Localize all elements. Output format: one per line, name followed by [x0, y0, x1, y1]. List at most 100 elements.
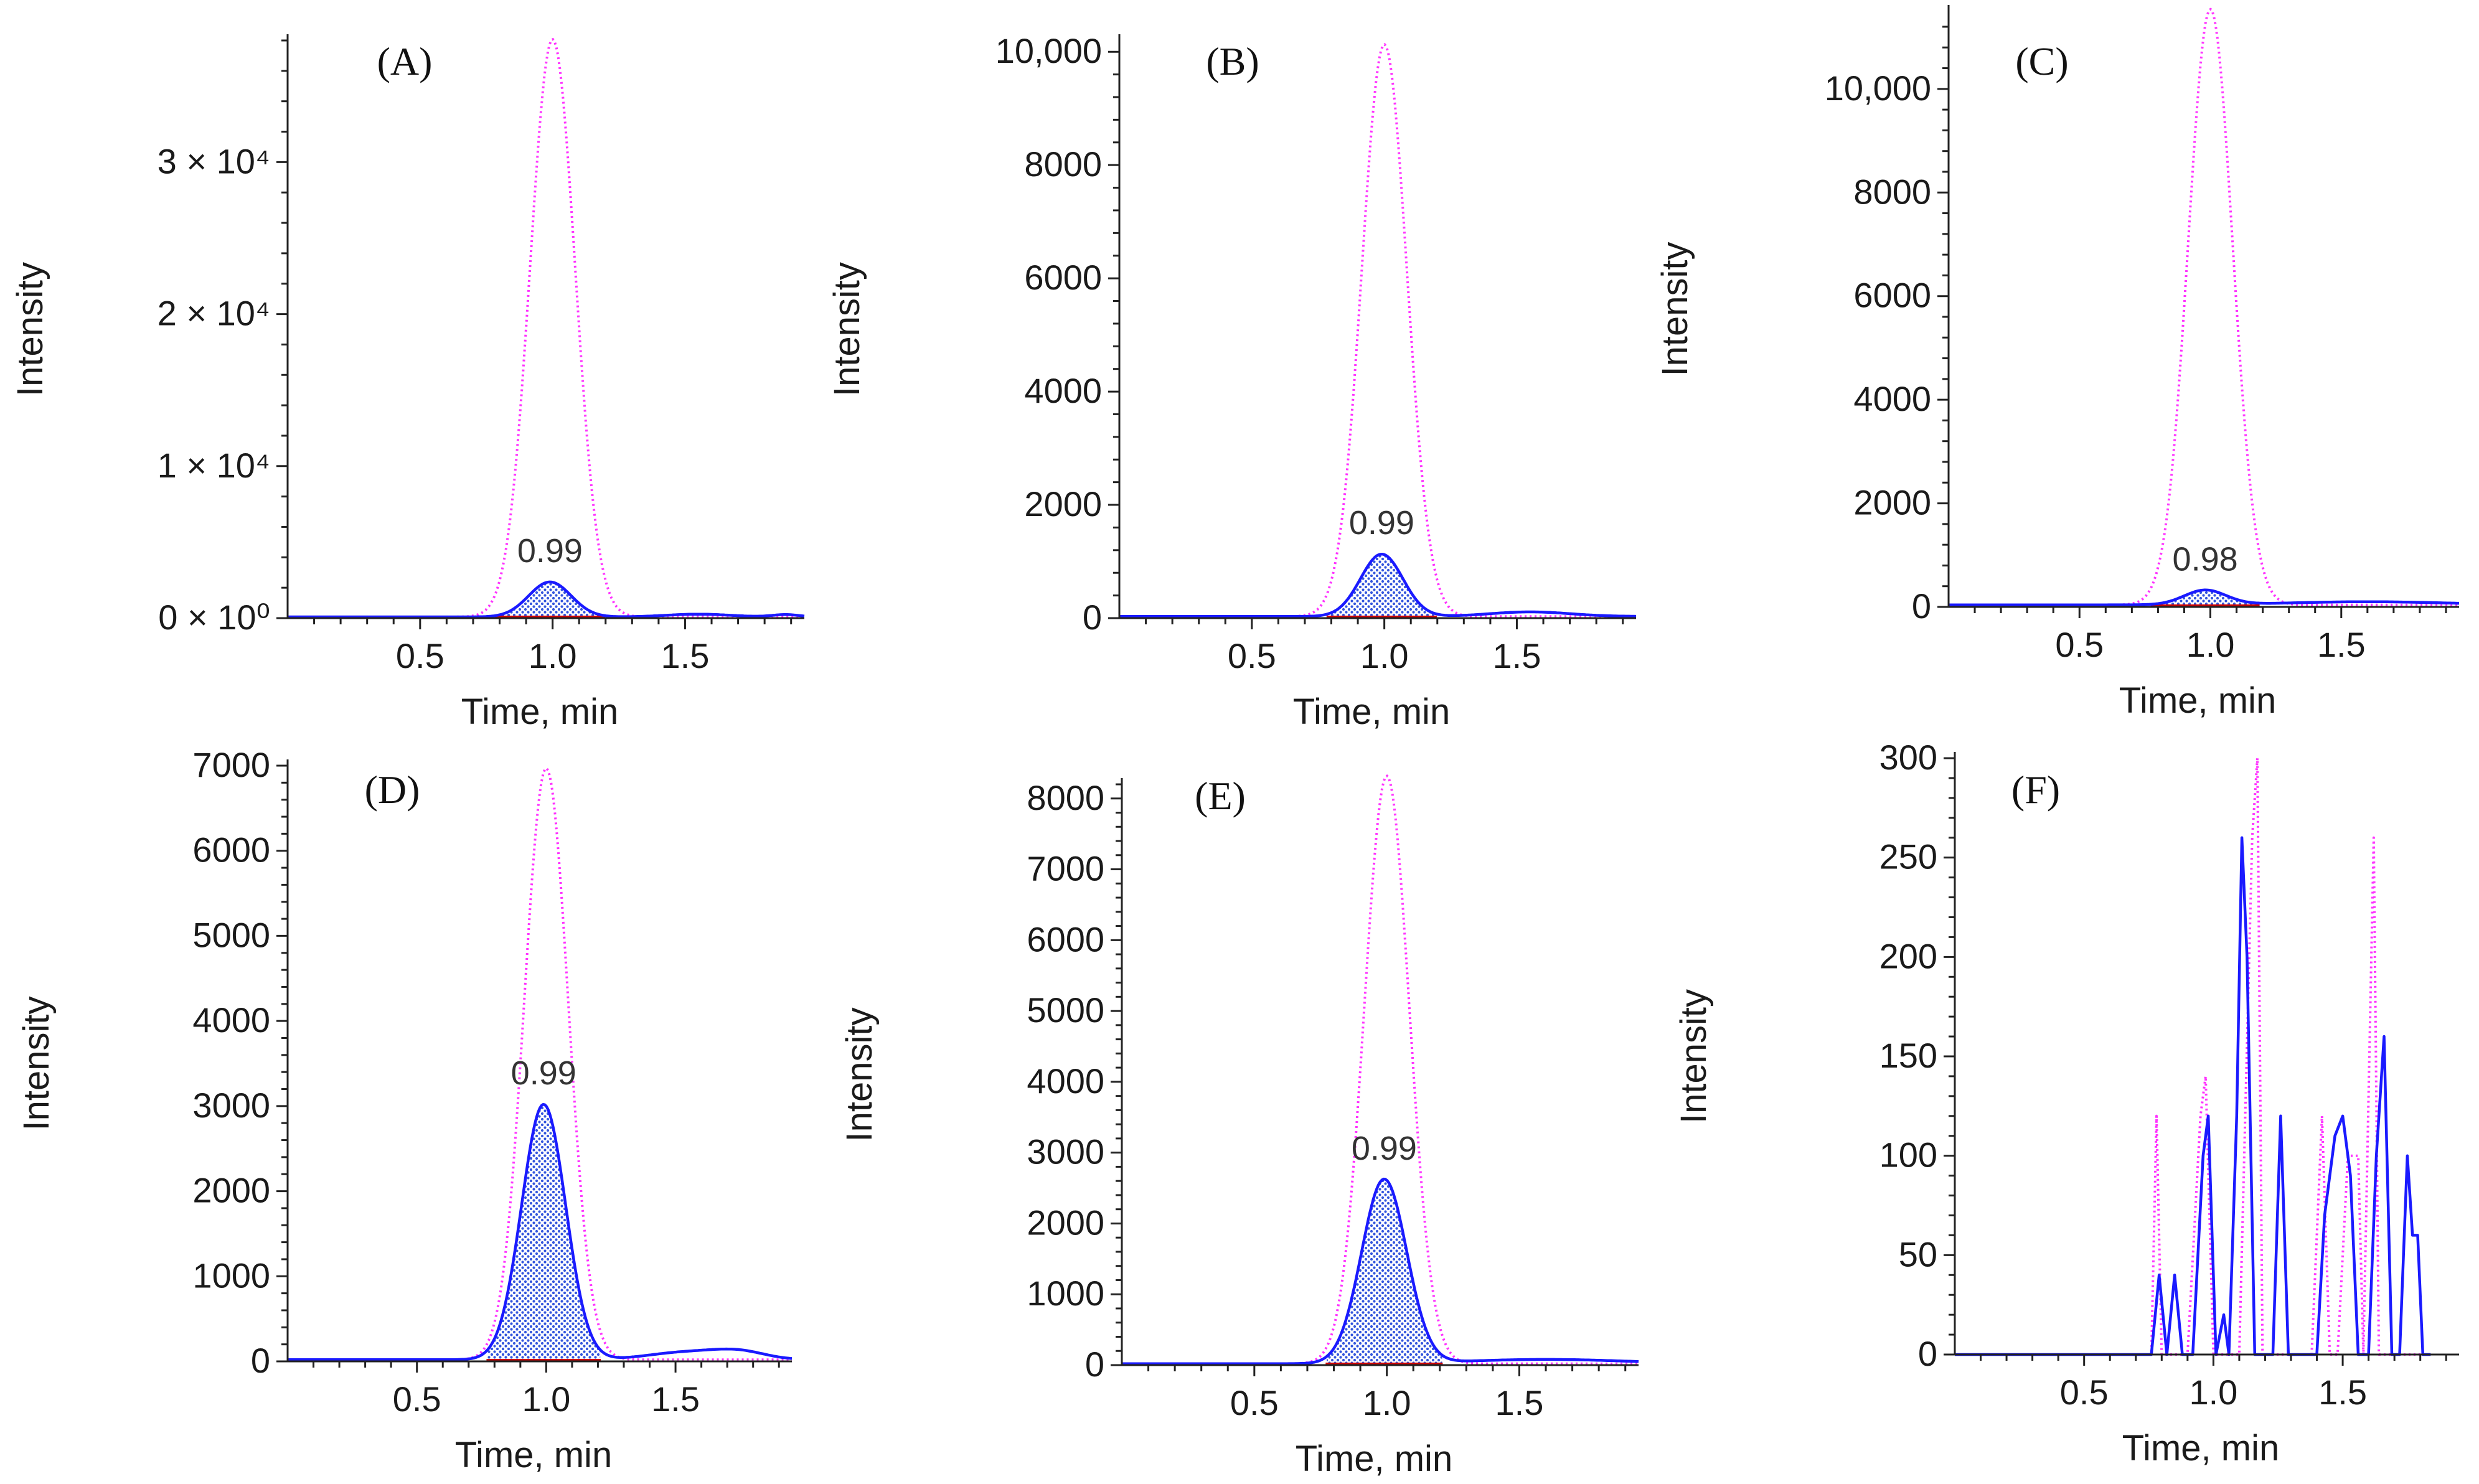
chart-panel-b: 0.5 1.0 1.5 0 2000 4000 6000 8000 10,000 Time, mi…: [827, 31, 1637, 732]
y-tick-label: 250: [1879, 837, 1937, 876]
y-tick-label: 150: [1879, 1036, 1937, 1075]
y-tick-label: 6000: [192, 830, 270, 870]
chart-panel-a: 0.5 1.0 1.5 0 × 10⁰ 1 × 10⁴ 2 × 10⁴ 3 × 10⁴ Tim…: [10, 34, 805, 732]
panel-label: (E): [1195, 774, 1246, 818]
y-tick-label: 2000: [192, 1171, 270, 1210]
y-tick-label: 1 × 10⁴: [158, 446, 270, 485]
y-tick-label: 8000: [1853, 172, 1931, 211]
y-tick-label: 6000: [1027, 919, 1104, 959]
y-axis-title: Intensity: [839, 1008, 880, 1142]
y-tick-label: 2000: [1853, 483, 1931, 522]
y-axis-title: Intensity: [827, 262, 867, 397]
retention-time-label: 0.99: [1352, 1130, 1417, 1167]
retention-time-label: 0.98: [2173, 540, 2238, 578]
internal-standard-trace: [288, 767, 792, 1361]
x-tick-label: 1.0: [1360, 636, 1409, 675]
y-axis-title: Intensity: [10, 262, 50, 397]
y-tick-label: 200: [1879, 936, 1937, 975]
x-tick-label: 1.0: [529, 636, 577, 675]
y-tick-label: 10,000: [995, 31, 1102, 70]
x-axis-title: Time, min: [2122, 1428, 2279, 1468]
x-tick-label: 0.5: [396, 636, 445, 675]
panel-label: (A): [377, 39, 433, 83]
x-tick-label: 1.0: [1363, 1383, 1411, 1422]
y-tick-label: 0: [1083, 598, 1102, 637]
x-tick-label: 1.5: [661, 636, 710, 675]
chart-panel-c: 0.5 1.0 1.5 0 2000 4000 6000 8000 10,000 Time, mi…: [1655, 5, 2459, 721]
chart-panel-f: 0.5 1.0 1.5 0 50 100 150 200 250 300 Time, min Inte…: [1673, 738, 2459, 1468]
y-axis-title: Intensity: [1655, 242, 1695, 377]
y-tick-label: 6000: [1024, 258, 1102, 297]
x-axis-title: Time, min: [1296, 1439, 1452, 1479]
y-tick-label: 0: [1912, 586, 1931, 626]
y-tick-label: 4000: [1024, 371, 1102, 410]
y-tick-label: 0: [1918, 1334, 1937, 1373]
x-tick-label: 1.0: [2189, 1373, 2237, 1412]
x-axis-title: Time, min: [2119, 680, 2276, 721]
integrated-peak-area: [496, 581, 605, 618]
y-tick-label: 2000: [1024, 484, 1102, 524]
y-tick-label: 8000: [1027, 778, 1104, 817]
x-tick-label: 1.0: [522, 1379, 570, 1419]
integrated-peak-area: [487, 1104, 601, 1361]
y-tick-label: 8000: [1024, 144, 1102, 184]
analyte-trace: [288, 580, 805, 619]
chart-panel-d: 0.5 1.0 1.5 0 1000 2000 3000 4000 5000 6000 7000 Ti…: [16, 745, 793, 1475]
x-tick-label: 1.5: [2317, 625, 2366, 664]
retention-time-label: 0.99: [1349, 504, 1414, 542]
analyte-trace: [1955, 836, 2431, 1356]
y-tick-label: 4000: [192, 1000, 270, 1040]
y-tick-label: 2 × 10⁴: [158, 294, 270, 333]
y-tick-label: 100: [1879, 1135, 1937, 1175]
x-tick-label: 0.5: [393, 1379, 441, 1419]
analyte-trace: [288, 1102, 793, 1361]
x-axis-title: Time, min: [455, 1435, 612, 1475]
integrated-peak-area: [2151, 589, 2259, 607]
internal-standard-trace: [288, 38, 804, 618]
y-tick-label: 4000: [1853, 379, 1931, 418]
x-tick-label: 0.5: [1228, 636, 1276, 675]
x-tick-label: 0.5: [2060, 1373, 2109, 1412]
x-tick-label: 0.5: [2055, 625, 2104, 664]
retention-time-label: 0.99: [517, 532, 583, 570]
x-tick-label: 0.5: [1230, 1383, 1279, 1422]
y-tick-label: 0: [251, 1341, 270, 1380]
x-tick-label: 1.5: [651, 1379, 700, 1419]
retention-time-label: 0.99: [511, 1054, 576, 1092]
x-tick-label: 1.5: [2318, 1373, 2367, 1412]
y-tick-label: 1000: [1027, 1274, 1104, 1313]
panel-label: (D): [365, 768, 420, 812]
y-tick-label: 0: [1085, 1345, 1104, 1384]
x-tick-label: 1.0: [2186, 625, 2235, 664]
chart-panel-e: 0.5 1.0 1.5 0 1000 2000 3000 4000 5000 6000 7000 80…: [839, 774, 1639, 1479]
integrated-peak-area: [1327, 554, 1437, 618]
y-tick-label: 4000: [1027, 1061, 1104, 1101]
y-tick-label: 0 × 10⁰: [158, 598, 270, 637]
y-tick-label: 5000: [1027, 990, 1104, 1030]
x-axis-title: Time, min: [461, 692, 618, 732]
y-tick-label: 7000: [192, 745, 270, 784]
analyte-trace: [1119, 552, 1637, 618]
panel-label: (C): [2015, 39, 2068, 83]
integrated-peak-area: [1327, 1179, 1442, 1365]
y-tick-label: 3000: [1027, 1132, 1104, 1172]
y-axis-title: Intensity: [1673, 989, 1714, 1124]
analyte-trace: [1122, 1177, 1639, 1365]
y-tick-label: 6000: [1853, 276, 1931, 315]
y-tick-label: 10,000: [1825, 68, 1931, 108]
y-tick-label: 3000: [192, 1086, 270, 1125]
y-tick-label: 300: [1879, 738, 1937, 777]
y-tick-label: 2000: [1027, 1203, 1104, 1242]
y-tick-label: 1000: [192, 1256, 270, 1295]
internal-standard-trace: [1949, 7, 2459, 606]
y-axis-title: Intensity: [16, 997, 57, 1131]
y-tick-label: 50: [1899, 1234, 1937, 1274]
x-tick-label: 1.5: [1493, 636, 1541, 675]
analyte-trace: [1949, 588, 2459, 606]
y-tick-label: 7000: [1027, 849, 1104, 888]
x-axis-title: Time, min: [1293, 692, 1450, 732]
panel-label: (B): [1206, 39, 1259, 83]
panel-label: (F): [2011, 768, 2060, 812]
y-tick-label: 3 × 10⁴: [158, 141, 270, 181]
